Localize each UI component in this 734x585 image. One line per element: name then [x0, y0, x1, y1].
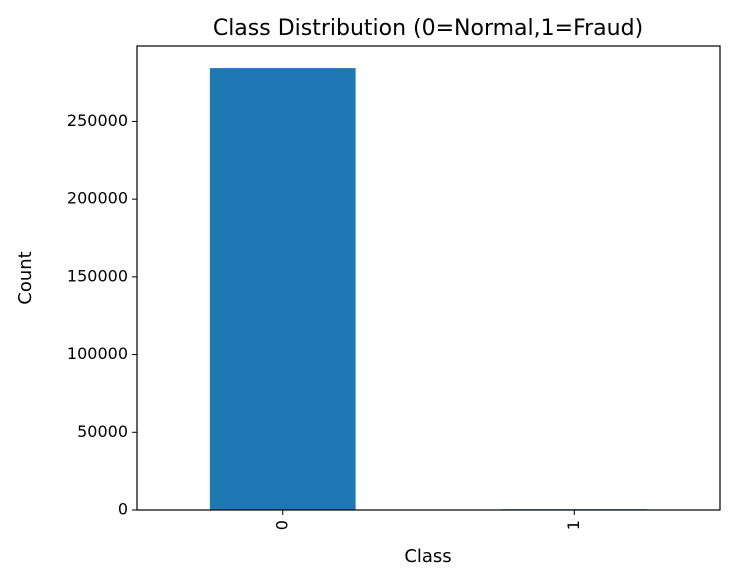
- y-tick-label: 50000: [77, 422, 128, 441]
- y-tick-label: 200000: [67, 189, 128, 208]
- chart-title: Class Distribution (0=Normal,1=Fraud): [213, 16, 643, 41]
- y-tick-label: 250000: [67, 111, 128, 130]
- bar-class-0: [209, 68, 356, 510]
- plot-frame: [136, 45, 721, 511]
- y-tick-label: 150000: [67, 266, 128, 285]
- x-axis-label: Class: [404, 546, 451, 567]
- x-tick-label: 0: [272, 520, 291, 530]
- x-tick-label: 1: [564, 520, 583, 530]
- y-axis-label: Count: [15, 251, 36, 304]
- y-tick-label: 0: [118, 500, 128, 519]
- bars-layer: [209, 68, 648, 510]
- y-axis-ticks: 0 50000 100000 150000 200000 250000: [67, 111, 137, 519]
- y-tick-label: 100000: [67, 344, 128, 363]
